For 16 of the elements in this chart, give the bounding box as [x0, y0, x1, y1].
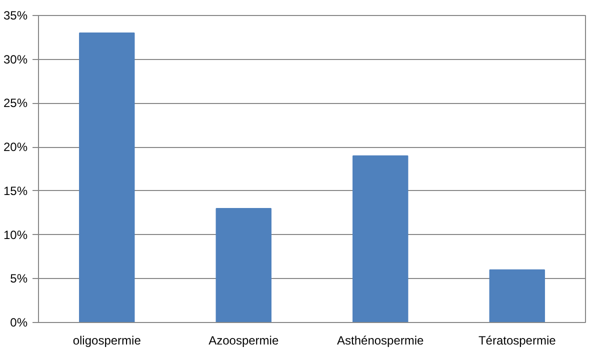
x-tick-label: Tératospermie [478, 334, 556, 348]
bar [489, 269, 545, 322]
y-tick-label: 20% [3, 140, 28, 154]
y-tick-label: 25% [3, 96, 28, 110]
x-tick-label: Asthénospermie [337, 334, 424, 348]
bar [79, 32, 135, 322]
x-tick-label: Azoospermie [208, 334, 279, 348]
y-tick-label: 10% [3, 228, 28, 242]
x-tick-label: oligospermie [72, 334, 142, 348]
y-tick-label: 5% [10, 272, 28, 286]
y-tick-label: 35% [3, 8, 28, 22]
bar [216, 208, 272, 322]
y-tick-label: 0% [10, 316, 28, 330]
y-tick-label: 15% [3, 184, 28, 198]
y-tick-label: 30% [3, 52, 28, 66]
bar [352, 155, 408, 322]
